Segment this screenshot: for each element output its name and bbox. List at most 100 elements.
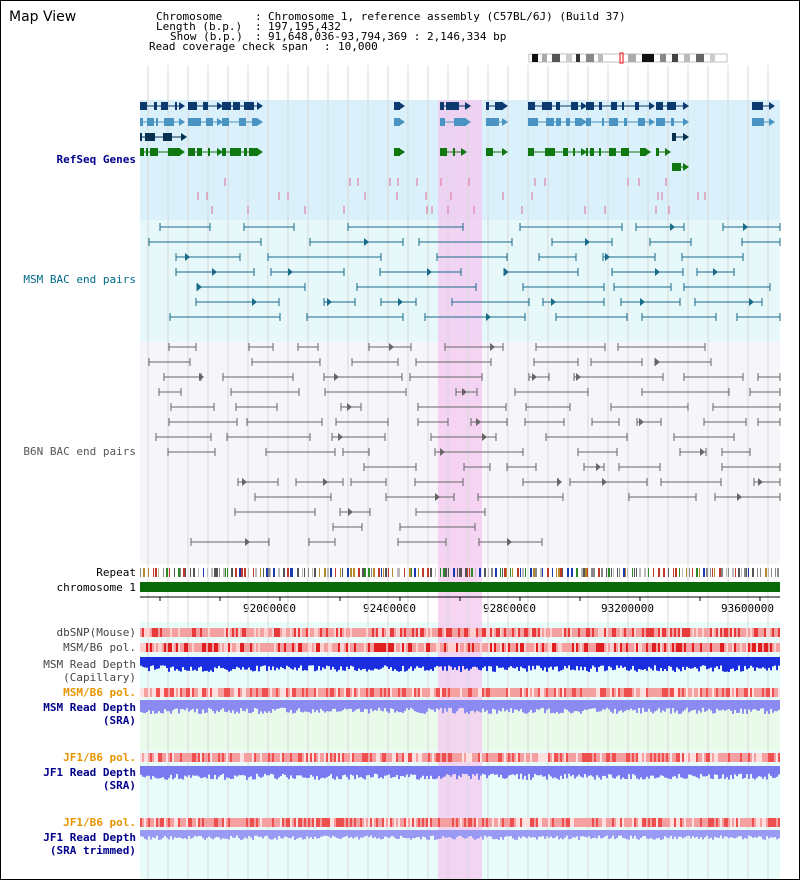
jf1-pol-heat[interactable] <box>500 818 502 827</box>
jf1-depth-sra[interactable] <box>332 766 334 779</box>
refseq-gene-exon[interactable] <box>486 118 499 126</box>
msm-pol-heat[interactable] <box>476 688 478 697</box>
msm-depth-sra[interactable] <box>734 700 736 711</box>
msm-depth-sra[interactable] <box>284 700 286 709</box>
msm-depth-capillary[interactable] <box>666 657 668 672</box>
repeat-element[interactable] <box>606 568 607 577</box>
msm-depth-capillary[interactable] <box>386 657 388 667</box>
jf1-depth-sra[interactable] <box>680 766 682 778</box>
msm-pol-heat[interactable] <box>390 643 392 652</box>
jf1-depth-trimmed[interactable] <box>742 830 744 840</box>
b6n-bac-label[interactable]: B6N BAC end pairs <box>23 445 136 458</box>
jf1-pol-heat[interactable] <box>552 753 554 762</box>
jf1-pol-heat[interactable] <box>508 818 510 827</box>
msm-depth-sra[interactable] <box>534 700 536 713</box>
jf1-pol-heat[interactable] <box>314 753 316 762</box>
refseq-gene-exon[interactable] <box>188 102 197 110</box>
jf1-pol-heat[interactable] <box>344 753 346 762</box>
msm-depth-capillary[interactable] <box>340 657 342 667</box>
jf1-depth-sra[interactable] <box>182 766 184 780</box>
msm-depth-capillary[interactable] <box>198 657 200 668</box>
msm-pol-heat[interactable] <box>336 643 338 652</box>
msm-depth-sra[interactable] <box>500 700 502 712</box>
jf1-pol-heat[interactable] <box>286 753 288 762</box>
jf1-depth-sra[interactable] <box>676 766 678 779</box>
msm-pol-heat[interactable] <box>568 643 570 652</box>
jf1-pol-heat[interactable] <box>372 818 374 827</box>
dbsnp-heat[interactable] <box>212 628 214 637</box>
jf1-pol-heat[interactable] <box>384 753 386 762</box>
msm-pol-heat[interactable] <box>760 643 762 652</box>
msm-pol-heat[interactable] <box>572 643 574 652</box>
msm-pol-heat[interactable] <box>362 643 364 652</box>
msm-pol-heat[interactable] <box>472 688 474 697</box>
msm-depth-sra[interactable] <box>324 700 326 713</box>
msm-pol-heat[interactable] <box>204 688 206 697</box>
jf1-depth-trimmed[interactable] <box>458 830 460 836</box>
msm-pol-heat[interactable] <box>516 643 518 652</box>
jf1-depth-trimmed[interactable] <box>746 830 748 839</box>
msm-depth-capillary[interactable] <box>476 657 478 668</box>
msm-pol-heat[interactable] <box>286 643 288 652</box>
msm-pol-heat[interactable] <box>260 688 262 697</box>
msm-pol-heat[interactable] <box>160 688 162 697</box>
jf1-pol-heat[interactable] <box>424 753 426 762</box>
msm-bac-pair-arrow-icon[interactable] <box>585 238 590 246</box>
msm-pol-heat[interactable] <box>318 643 320 652</box>
repeat-element[interactable] <box>760 568 761 577</box>
jf1-pol-heat[interactable] <box>740 818 742 827</box>
jf1-depth-sra[interactable] <box>494 766 496 775</box>
msm-pol-heat[interactable] <box>144 643 146 652</box>
msm-depth-sra[interactable] <box>544 700 546 714</box>
msm-pol-heat[interactable] <box>174 688 176 697</box>
msm-pol-heat[interactable] <box>184 688 186 697</box>
repeat-element[interactable] <box>673 568 674 577</box>
jf1-pol-heat[interactable] <box>386 753 388 762</box>
msm-depth-sra[interactable] <box>404 700 406 711</box>
jf1-pol-heat[interactable] <box>346 818 348 827</box>
jf1-pol-heat[interactable] <box>758 753 760 762</box>
msm-pol-heat[interactable] <box>656 688 658 697</box>
msm-pol-heat[interactable] <box>368 643 370 652</box>
msm-pol-heat[interactable] <box>402 643 404 652</box>
msm-depth-sra[interactable] <box>416 700 418 713</box>
jf1-depth-trimmed[interactable] <box>278 830 280 837</box>
msm-depth-capillary[interactable] <box>746 657 748 670</box>
dbsnp-heat[interactable] <box>778 628 780 637</box>
msm-pol-heat[interactable] <box>600 688 602 697</box>
msm-pol-heat[interactable] <box>598 643 600 652</box>
jf1-pol-heat[interactable] <box>524 818 526 827</box>
msm-pol-heat[interactable] <box>156 643 158 652</box>
msm-pol-heat[interactable] <box>240 688 242 697</box>
jf1-pol-heat[interactable] <box>382 818 384 827</box>
jf1-depth-trimmed[interactable] <box>290 830 292 839</box>
msm-bac-pair-arrow-icon[interactable] <box>427 268 432 276</box>
dbsnp-heat[interactable] <box>350 628 352 637</box>
jf1-depth-trimmed[interactable] <box>456 830 458 838</box>
msm-depth-capillary[interactable] <box>568 657 570 666</box>
jf1-depth-sra[interactable] <box>758 766 760 777</box>
dbsnp-heat[interactable] <box>214 628 216 637</box>
jf1-depth-trimmed[interactable] <box>586 830 588 838</box>
msm-pol-heat[interactable] <box>666 643 668 652</box>
msm-pol-heat[interactable] <box>736 688 738 697</box>
dbsnp-heat[interactable] <box>440 628 442 637</box>
jf1-pol-heat[interactable] <box>306 818 308 827</box>
jf1-pol-heat[interactable] <box>708 818 710 827</box>
jf1-depth-trimmed[interactable] <box>280 830 282 839</box>
msm-pol-heat[interactable] <box>438 643 440 652</box>
msm-pol-heat[interactable] <box>626 643 628 652</box>
msm-depth-capillary[interactable] <box>184 657 186 670</box>
msm-bac-pair-arrow-icon[interactable] <box>640 298 645 306</box>
msm-depth-capillary[interactable] <box>606 657 608 671</box>
msm-pol-heat[interactable] <box>658 643 660 652</box>
jf1-depth-trimmed[interactable] <box>568 830 570 840</box>
msm-pol-heat[interactable] <box>768 688 770 697</box>
jf1-depth-trimmed[interactable] <box>668 830 670 839</box>
jf1-pol-heat[interactable] <box>534 818 536 827</box>
jf1-pol-heat[interactable] <box>316 818 318 827</box>
jf1-pol-heat[interactable] <box>378 753 380 762</box>
jf1-depth-trimmed[interactable] <box>190 830 192 839</box>
refseq-gene-arrow-icon[interactable] <box>683 133 689 141</box>
refseq-gene-exon[interactable] <box>394 148 400 156</box>
